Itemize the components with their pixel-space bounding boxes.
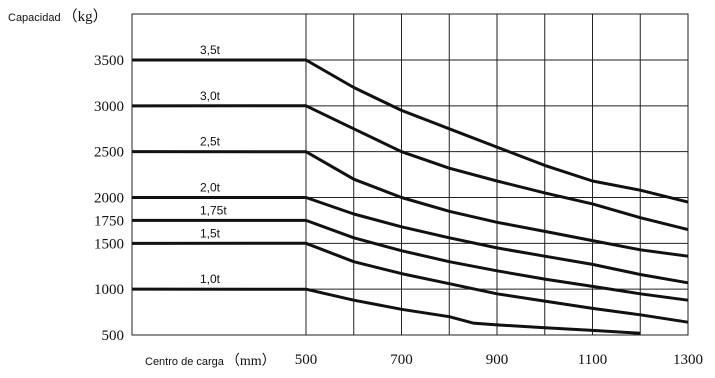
series-label-3: 2,0t — [200, 181, 221, 195]
grid — [131, 13, 689, 336]
x-tick-700: 700 — [390, 352, 413, 368]
series-line-6 — [131, 287, 641, 335]
series-labels: 3,5t 3,0t 2,5t 2,0t 1,75t 1,5t 1,0t — [200, 43, 227, 286]
x-tick-1300: 1300 — [673, 352, 703, 368]
series-line-1 — [131, 104, 689, 232]
series-label-6: 1,0t — [200, 272, 221, 286]
tick-labels: 500 1000 1500 1750 2000 2500 3000 3500 500 700 900… — [94, 53, 703, 368]
y-tick-500: 500 — [102, 328, 125, 344]
series-line-0 — [132, 58, 689, 204]
y-tick-1000: 1000 — [94, 282, 124, 298]
y-tick-1500: 1500 — [94, 236, 124, 252]
series-line-3 — [132, 196, 689, 285]
series-label-2: 2,5t — [200, 135, 221, 149]
series-line-2 — [131, 150, 689, 258]
x-tick-900: 900 — [486, 352, 509, 368]
x-tick-1100: 1100 — [578, 352, 607, 368]
y-tick-1750: 1750 — [94, 213, 124, 229]
y-axis-label: Capacidad （kg） — [8, 8, 108, 25]
y-tick-2000: 2000 — [94, 191, 124, 207]
y-tick-3000: 3000 — [94, 99, 124, 115]
series-label-0: 3,5t — [200, 43, 221, 57]
series-label-5: 1,5t — [200, 226, 221, 240]
series-group — [131, 58, 689, 335]
y-tick-3500: 3500 — [94, 53, 124, 69]
series-label-1: 3,0t — [200, 89, 221, 103]
x-tick-500: 500 — [295, 352, 318, 368]
series-label-4: 1,75t — [200, 203, 227, 217]
y-tick-2500: 2500 — [94, 145, 124, 161]
series-line-4 — [131, 218, 689, 302]
plot-frame — [131, 13, 689, 336]
x-axis-label: Centro de carga （mm） — [145, 353, 276, 369]
series-line-5 — [131, 241, 689, 324]
